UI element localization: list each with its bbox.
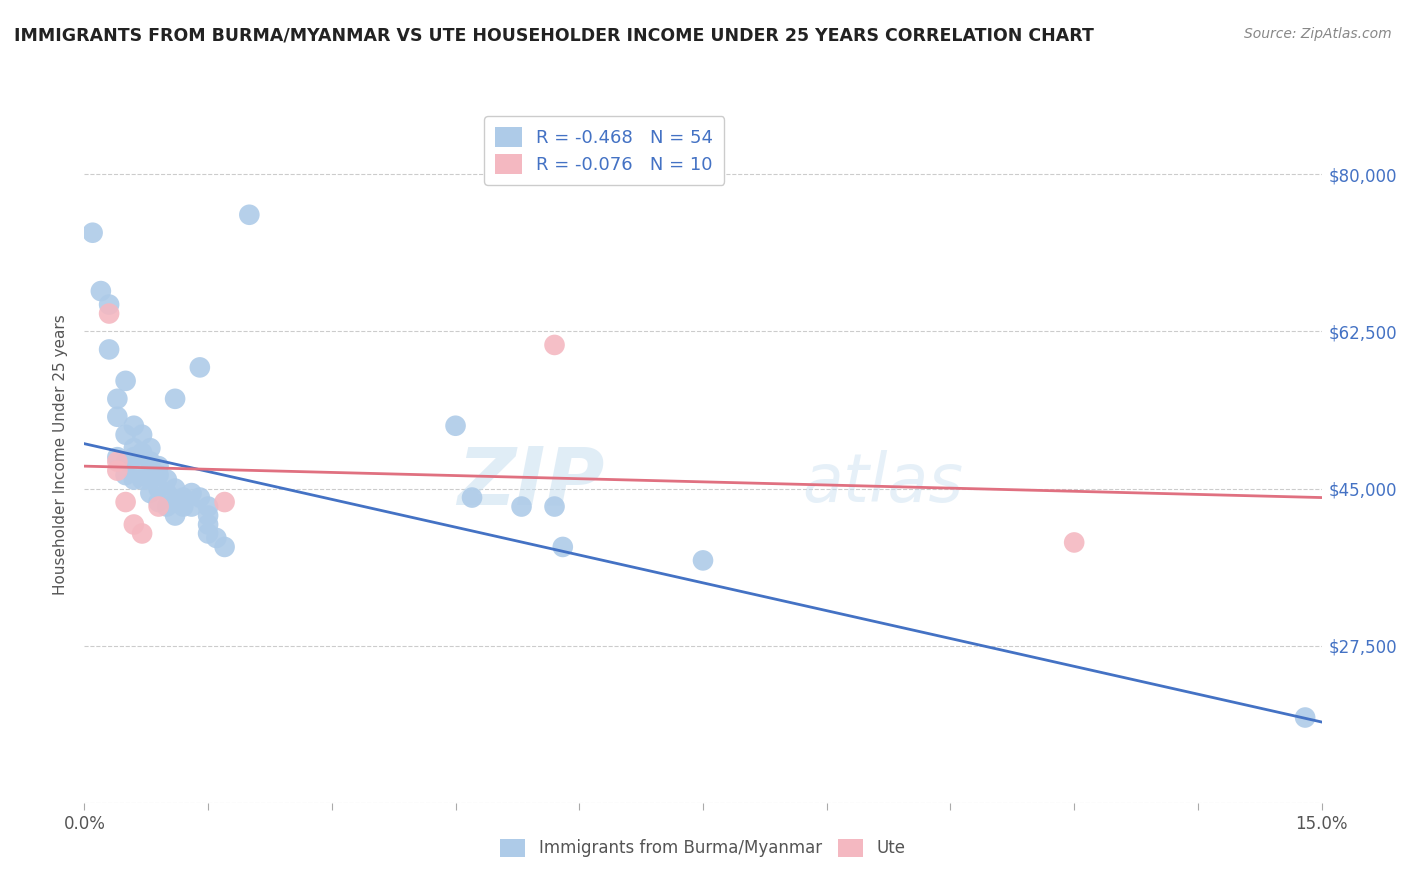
Point xyxy=(156,473,179,487)
Point xyxy=(165,495,187,509)
Point xyxy=(114,468,136,483)
Point xyxy=(139,473,162,487)
Point xyxy=(692,553,714,567)
Point xyxy=(131,459,153,474)
Point xyxy=(148,459,170,474)
Point xyxy=(197,500,219,514)
Point xyxy=(105,392,128,406)
Point xyxy=(156,500,179,514)
Point xyxy=(114,455,136,469)
Point xyxy=(122,441,145,455)
Point xyxy=(98,343,121,357)
Point xyxy=(148,482,170,496)
Point xyxy=(214,495,236,509)
Point xyxy=(98,297,121,311)
Point xyxy=(543,338,565,352)
Point xyxy=(105,409,128,424)
Point xyxy=(105,464,128,478)
Point xyxy=(214,540,236,554)
Point xyxy=(105,450,128,465)
Text: ZIP: ZIP xyxy=(457,443,605,522)
Point xyxy=(114,427,136,442)
Y-axis label: Householder Income Under 25 years: Householder Income Under 25 years xyxy=(53,315,69,595)
Point xyxy=(131,427,153,442)
Point xyxy=(148,500,170,514)
Point xyxy=(1294,710,1316,724)
Point xyxy=(139,455,162,469)
Point xyxy=(114,495,136,509)
Text: atlas: atlas xyxy=(801,450,963,516)
Text: Source: ZipAtlas.com: Source: ZipAtlas.com xyxy=(1244,27,1392,41)
Point xyxy=(165,482,187,496)
Point xyxy=(543,500,565,514)
Point xyxy=(172,500,194,514)
Point xyxy=(238,208,260,222)
Point xyxy=(197,508,219,523)
Point xyxy=(148,495,170,509)
Point xyxy=(188,491,211,505)
Point xyxy=(165,508,187,523)
Point xyxy=(131,473,153,487)
Point xyxy=(139,486,162,500)
Point xyxy=(98,306,121,320)
Point xyxy=(105,455,128,469)
Point xyxy=(205,531,228,545)
Point xyxy=(461,491,484,505)
Point xyxy=(510,500,533,514)
Point xyxy=(90,284,112,298)
Point xyxy=(197,526,219,541)
Point xyxy=(122,418,145,433)
Point xyxy=(122,473,145,487)
Point xyxy=(131,445,153,459)
Point xyxy=(131,526,153,541)
Point xyxy=(444,418,467,433)
Point xyxy=(197,517,219,532)
Point xyxy=(188,360,211,375)
Point xyxy=(180,500,202,514)
Point xyxy=(122,450,145,465)
Point xyxy=(122,517,145,532)
Point xyxy=(1063,535,1085,549)
Point xyxy=(172,491,194,505)
Point xyxy=(139,441,162,455)
Point xyxy=(551,540,574,554)
Text: IMMIGRANTS FROM BURMA/MYANMAR VS UTE HOUSEHOLDER INCOME UNDER 25 YEARS CORRELATI: IMMIGRANTS FROM BURMA/MYANMAR VS UTE HOU… xyxy=(14,27,1094,45)
Legend: Immigrants from Burma/Myanmar, Ute: Immigrants from Burma/Myanmar, Ute xyxy=(494,832,912,864)
Point xyxy=(82,226,104,240)
Point xyxy=(156,486,179,500)
Point xyxy=(148,468,170,483)
Point xyxy=(180,486,202,500)
Point xyxy=(165,392,187,406)
Point xyxy=(114,374,136,388)
